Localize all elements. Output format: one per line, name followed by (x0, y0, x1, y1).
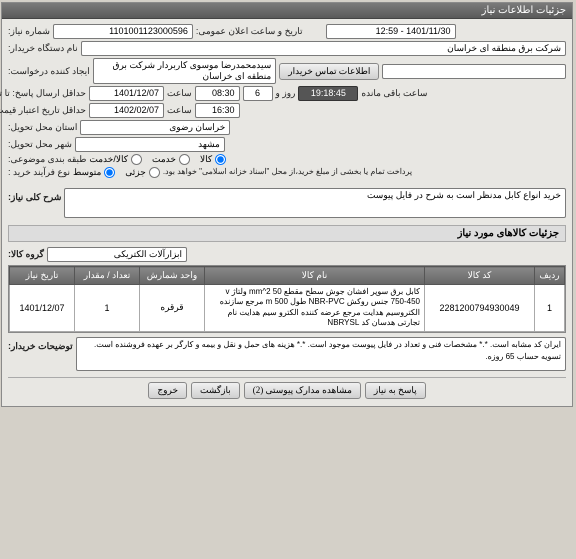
loc-label: استان محل تحویل: (9, 122, 78, 133)
proc-radio-group: جزئی متوسط (74, 167, 161, 178)
th-qty: تعداد / مقدار (76, 267, 141, 285)
days-field: 6 (244, 86, 274, 101)
remain-label: ساعت باقی مانده (362, 88, 428, 99)
class-gs-radio[interactable]: کالا/خدمت (90, 154, 143, 165)
goods-table-wrap: ردیف کد کالا نام کالا واحد شمارش تعداد /… (9, 265, 567, 333)
notes-label: توضیحات خریدار: (9, 337, 74, 352)
class-label: طبقه بندی موضوعی: (9, 154, 87, 165)
creator-field: سیدمحمدرضا موسوی کاربردار شرکت برق منطقه… (94, 58, 278, 84)
class-gs-text: کالا/خدمت (90, 154, 129, 165)
th-unit: واحد شمارش (141, 267, 206, 285)
th-row: ردیف (536, 267, 566, 285)
req-no-label: شماره نیاز: (9, 26, 51, 37)
class-service-radio[interactable]: خدمت (153, 154, 191, 165)
proc-note: پرداخت تمام یا بخشی از مبلغ خرید،از محل … (164, 167, 413, 177)
ann-dt-label: تاریخ و ساعت اعلان عمومی: (197, 26, 304, 37)
buyer-field: شرکت برق منطقه ای خراسان (82, 41, 567, 56)
proc-small-text: جزئی (126, 167, 147, 178)
desc-label: شرح کلی نیاز: (9, 188, 62, 203)
td-code: 2281200794930049 (426, 285, 536, 332)
time-label-1: ساعت (168, 88, 193, 99)
valid-time: 16:30 (196, 103, 241, 118)
td-qty: 1 (76, 285, 141, 332)
deadline-label: حداقل ارسال پاسخ: تا تاریخ: (9, 88, 87, 99)
goods-group-label: گروه کالا: (9, 249, 45, 260)
creator-label: ایجاد کننده درخواست: (9, 66, 91, 77)
time-label-2: ساعت (168, 105, 193, 116)
proc-label: نوع فرآیند خرید : (9, 167, 71, 178)
class-goods-text: کالا (201, 154, 213, 165)
panel1-header: جزئیات اطلاعات نیاز (3, 3, 573, 19)
contact-button[interactable]: اطلاعات تماس خریدار (280, 63, 380, 80)
spacer-field (383, 64, 567, 79)
respond-button[interactable]: پاسخ به نیاز (366, 382, 427, 399)
loc-field: خراسان رضوی (81, 120, 231, 135)
proc-med-radio[interactable]: متوسط (74, 167, 116, 178)
td-unit: قرقره (141, 285, 206, 332)
city-label: شهر محل تحویل: (9, 139, 73, 150)
req-no-field: 1101001123000596 (54, 24, 194, 39)
goods-group-field: ابزارآلات الکتریکی (48, 247, 188, 262)
buyer-label: نام دستگاه خریدار: (9, 43, 79, 54)
details-panel: جزئیات اطلاعات نیاز شماره نیاز: 11010011… (2, 2, 574, 407)
class-service-text: خدمت (153, 154, 177, 165)
class-radio-group: کالا خدمت کالا/خدمت (90, 154, 227, 165)
footer-bar: پاسخ به نیاز مشاهده مدارک پیوستی (2) باز… (9, 378, 567, 403)
ann-dt-field: 1401/11/30 - 12:59 (327, 24, 457, 39)
table-header-row: ردیف کد کالا نام کالا واحد شمارش تعداد /… (11, 267, 566, 285)
th-code: کد کالا (426, 267, 536, 285)
desc-field: خرید انواع کابل مدنظر است به شرح در فایل… (65, 188, 567, 218)
class-goods-radio[interactable]: کالا (201, 154, 227, 165)
th-date: تاریخ نیاز (11, 267, 76, 285)
th-name: نام کالا (206, 267, 426, 285)
deadline-time: 08:30 (196, 86, 241, 101)
valid-date: 1402/02/07 (90, 103, 165, 118)
city-field: مشهد (76, 137, 226, 152)
proc-med-text: متوسط (74, 167, 102, 178)
remain-time: 19:18:45 (299, 86, 359, 101)
days-label: روز و (277, 88, 297, 99)
deadline-date: 1401/12/07 (90, 86, 165, 101)
back-button[interactable]: بازگشت (192, 382, 241, 399)
table-row[interactable]: 1 2281200794930049 کابل برق سوپر افشان ج… (11, 285, 566, 332)
proc-small-radio[interactable]: جزئی (126, 167, 161, 178)
notes-field: ایران کد مشابه است. *.* مشخصات فنی و تعد… (77, 337, 567, 371)
valid-label: حداقل تاریخ اعتبار قیمت: تا تاریخ: (9, 105, 87, 116)
panel1-body: شماره نیاز: 1101001123000596 تاریخ و ساع… (3, 19, 573, 223)
attachments-button[interactable]: مشاهده مدارک پیوستی (2) (245, 382, 362, 399)
td-num: 1 (536, 285, 566, 332)
td-name: کابل برق سوپر افشان جوش سطح مقطع mm^2 50… (206, 285, 426, 332)
panel2-header: جزئیات کالاهای مورد نیاز (9, 225, 567, 242)
panel2-body: گروه کالا: ابزارآلات الکتریکی ردیف کد کا… (3, 242, 573, 406)
exit-button[interactable]: خروج (149, 382, 188, 399)
goods-table: ردیف کد کالا نام کالا واحد شمارش تعداد /… (10, 266, 566, 332)
td-date: 1401/12/07 (11, 285, 76, 332)
